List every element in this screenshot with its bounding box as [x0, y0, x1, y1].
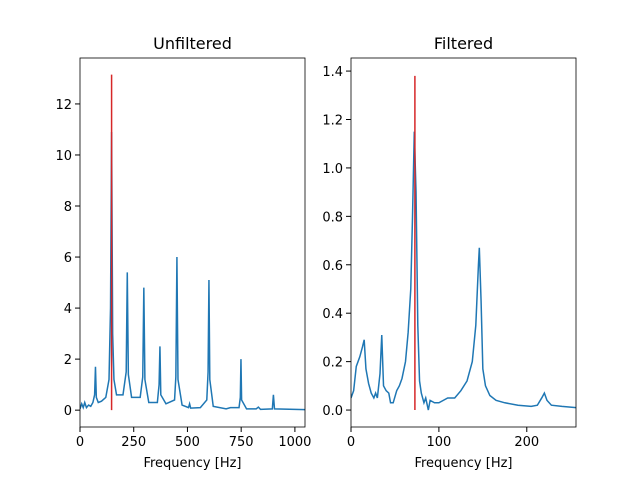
y-tick-label: 12 [55, 98, 72, 113]
y-tick-label: 1.0 [322, 162, 343, 177]
y-tick-label: 10 [55, 149, 72, 164]
y-tick-label: 0.0 [322, 404, 343, 419]
x-axis-label: Frequency [Hz] [143, 456, 241, 471]
y-tick-label: 0.6 [322, 259, 343, 274]
y-tick-label: 0.8 [322, 210, 343, 225]
y-tick-label: 0 [64, 404, 72, 419]
x-tick-label: 1000 [278, 435, 311, 450]
x-tick-label: 750 [229, 435, 254, 450]
x-tick-label: 250 [121, 435, 146, 450]
y-tick-label: 2 [64, 353, 72, 368]
x-tick-label: 0 [347, 435, 355, 450]
subplot-title: Filtered [434, 34, 493, 53]
y-tick-label: 1.2 [322, 114, 343, 129]
y-tick-label: 0.4 [322, 307, 343, 322]
axes-frame [350, 57, 577, 428]
y-tick-label: 1.4 [322, 65, 343, 80]
x-tick-label: 200 [514, 435, 539, 450]
y-tick-label: 4 [64, 302, 72, 317]
x-tick-label: 100 [426, 435, 451, 450]
y-tick-label: 6 [64, 251, 72, 266]
y-tick-label: 0.2 [322, 356, 343, 371]
axes-frame [79, 57, 306, 428]
y-tick-label: 8 [64, 200, 72, 215]
spectrum-line [351, 131, 576, 411]
subplot-title: Unfiltered [153, 34, 232, 53]
spectrum-line [80, 131, 305, 411]
x-tick-label: 0 [76, 435, 84, 450]
x-axis-label: Frequency [Hz] [414, 456, 512, 471]
x-tick-label: 500 [175, 435, 200, 450]
